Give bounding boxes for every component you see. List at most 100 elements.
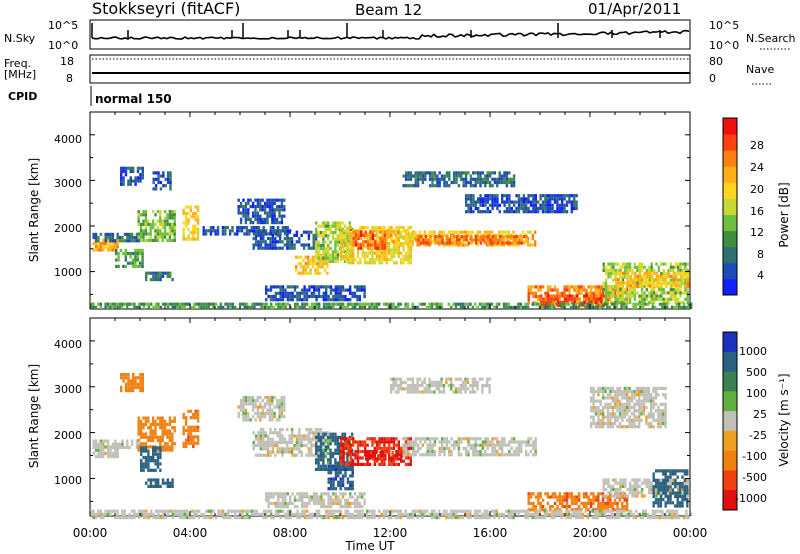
velocity-cell-11 bbox=[392, 443, 396, 447]
velocity-cell-9 bbox=[327, 442, 330, 446]
power-cell-20 bbox=[640, 297, 644, 301]
power-cell-14 bbox=[452, 243, 455, 247]
power-cell-11 bbox=[329, 247, 332, 251]
velocity-cell-15 bbox=[587, 501, 590, 505]
velocity-cell-8 bbox=[298, 444, 301, 448]
power-cell-17 bbox=[517, 210, 521, 214]
power-cell-19 bbox=[556, 300, 560, 304]
power-cell-20 bbox=[609, 294, 613, 298]
velocity-cell-15 bbox=[539, 505, 542, 509]
power-cell-22 bbox=[459, 305, 462, 309]
power-cell-17 bbox=[501, 194, 504, 198]
velocity-cell-7 bbox=[251, 399, 255, 403]
power-cell-8 bbox=[251, 205, 255, 209]
power-cell-18 bbox=[585, 288, 588, 292]
power-cell-1 bbox=[133, 236, 136, 240]
power-cell-21 bbox=[615, 271, 618, 275]
power-cell-22 bbox=[315, 302, 318, 306]
power-cell-0 bbox=[94, 248, 98, 252]
velocity-cell-9 bbox=[319, 467, 323, 471]
power-cell-23 bbox=[289, 285, 292, 289]
power-cell-17 bbox=[537, 200, 540, 204]
power-cell-8 bbox=[275, 208, 279, 212]
velocity-cell-0 bbox=[97, 455, 100, 459]
power-cell-18 bbox=[568, 288, 571, 292]
power-cell-3 bbox=[173, 216, 176, 220]
power-cell-12 bbox=[371, 226, 374, 230]
power-cell-22 bbox=[294, 305, 297, 309]
velocity-cell-8 bbox=[259, 440, 263, 444]
power-cell-8 bbox=[249, 198, 252, 202]
velocity-cell-15 bbox=[587, 495, 590, 499]
power-cell-14 bbox=[404, 230, 407, 234]
power-cell-20 bbox=[667, 297, 670, 301]
power-cell-9 bbox=[312, 237, 315, 241]
velocity-cell-14 bbox=[414, 390, 417, 394]
power-cell-15 bbox=[463, 235, 466, 239]
power-cell-15 bbox=[513, 241, 516, 245]
power-cell-17 bbox=[517, 203, 521, 207]
power-cell-13 bbox=[383, 237, 387, 241]
velocity-cell-10 bbox=[351, 471, 354, 475]
power-cell-8 bbox=[268, 214, 272, 218]
power-cell-12 bbox=[378, 226, 381, 230]
power-cell-24 bbox=[236, 226, 239, 230]
power-cell-22 bbox=[363, 302, 366, 306]
velocity-cell-14 bbox=[442, 384, 446, 388]
power-cell-1 bbox=[104, 236, 107, 240]
power-cell-24 bbox=[243, 226, 246, 230]
velocity-cell-16 bbox=[631, 491, 634, 495]
velocity-cell-11 bbox=[409, 459, 412, 463]
velocity-cell-7 bbox=[251, 415, 255, 419]
velocity-cell-11 bbox=[354, 456, 357, 460]
power-cell-12 bbox=[347, 251, 350, 255]
power-cell-7 bbox=[124, 169, 128, 174]
velocity-cell-16 bbox=[631, 478, 634, 482]
velocity-cell-13 bbox=[428, 450, 432, 454]
velocity-cell-13 bbox=[496, 453, 499, 457]
velocity-cell-6 bbox=[124, 376, 128, 380]
power-cell-23 bbox=[277, 285, 280, 289]
velocity-cell-14 bbox=[392, 384, 395, 388]
velocity-cell-6 bbox=[129, 379, 132, 383]
power-cell-23 bbox=[272, 285, 275, 289]
power-cell-16 bbox=[424, 171, 427, 175]
velocity-cell-10 bbox=[341, 483, 345, 488]
velocity-cell-2 bbox=[151, 429, 155, 433]
velocity-cell-16 bbox=[602, 478, 605, 482]
power-cell-16 bbox=[493, 180, 497, 185]
velocity-cell-8 bbox=[274, 444, 277, 448]
power-cell-15 bbox=[429, 238, 432, 242]
power-cell-4 bbox=[166, 271, 169, 275]
power-cell-19 bbox=[595, 297, 598, 301]
power-cell-23 bbox=[320, 294, 323, 299]
power-cell-23 bbox=[291, 285, 294, 289]
power-cell-22 bbox=[207, 302, 210, 306]
power-cell-17 bbox=[498, 203, 501, 207]
power-cell-3 bbox=[144, 232, 148, 236]
power-cell-14 bbox=[471, 230, 474, 234]
power-cell-12 bbox=[361, 251, 364, 255]
power-cell-17 bbox=[469, 203, 473, 207]
power-cell-20 bbox=[621, 265, 625, 269]
velocity-cell-9 bbox=[334, 432, 337, 436]
power-cell-20 bbox=[643, 294, 646, 298]
velocity-cell-8 bbox=[312, 453, 315, 457]
power-cell-20 bbox=[686, 262, 689, 266]
power-cell-17 bbox=[469, 210, 473, 214]
power-cell-4 bbox=[166, 274, 169, 278]
power-cell-23 bbox=[315, 298, 318, 302]
power-cell-13 bbox=[369, 230, 372, 234]
power-cell-22 bbox=[318, 302, 321, 306]
power-cell-22 bbox=[481, 305, 484, 309]
velocity-cell-1 bbox=[130, 439, 134, 443]
velocity-cell-13 bbox=[431, 450, 434, 454]
power-cell-20 bbox=[674, 288, 677, 292]
power-cell-15 bbox=[434, 235, 437, 239]
power-cell-12 bbox=[397, 254, 400, 258]
velocity-cell-9 bbox=[322, 461, 325, 465]
velocity-cell-7 bbox=[280, 402, 284, 406]
power-cell-15 bbox=[515, 238, 519, 242]
velocity-cell-7 bbox=[247, 411, 250, 416]
power-cell-23 bbox=[341, 294, 345, 299]
